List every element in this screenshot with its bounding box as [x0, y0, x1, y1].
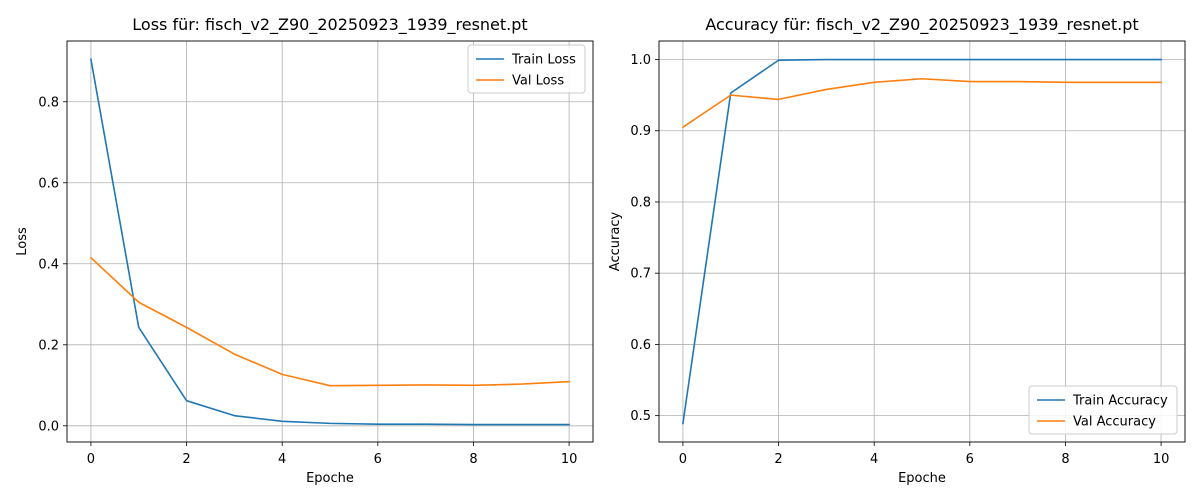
- legend-label: Val Accuracy: [1073, 415, 1156, 430]
- chart-1: 0 2 4 6 8 10 0.0 0.2 0.4 0.6 0.8 Loss für: fisch_v2…: [15, 15, 594, 486]
- y-axis-label: Loss: [15, 227, 30, 256]
- y-tick-label: 0.8: [38, 95, 59, 110]
- y-tick-label: 0.6: [38, 176, 59, 191]
- series-line-2: [681, 77, 1162, 129]
- legend-label: Train Loss: [511, 53, 576, 68]
- chart-title: Accuracy für: fisch_v2_Z90_20250923_1939…: [705, 15, 1138, 35]
- x-tick-label: 6: [966, 452, 974, 467]
- x-tick-label: 0: [679, 452, 687, 467]
- x-tick-label: 10: [561, 452, 578, 467]
- x-tick-label: 4: [278, 452, 286, 467]
- y-tick-label: 0.7: [630, 267, 651, 282]
- x-axis-label: Epoche: [306, 471, 354, 486]
- legend-label: Val Loss: [512, 74, 564, 89]
- x-tick-label: 2: [774, 452, 782, 467]
- y-tick-label: 0.6: [630, 338, 651, 353]
- chart-title: Loss für: fisch_v2_Z90_20250923_1939_res…: [132, 15, 527, 35]
- x-tick-label: 8: [469, 452, 477, 467]
- axes-frame: [658, 40, 1186, 443]
- y-tick-label: 0.0: [38, 419, 59, 434]
- x-tick-label: 2: [182, 452, 190, 467]
- axes-frame: [66, 40, 594, 443]
- legend: Train Loss Val Loss: [467, 44, 586, 94]
- x-tick-label: 6: [374, 452, 382, 467]
- y-tick-label: 1.0: [630, 53, 651, 68]
- y-tick-label: 0.2: [38, 338, 59, 353]
- series-line-1: [89, 58, 570, 426]
- legend-box: [467, 44, 586, 94]
- series-line-2: [89, 256, 570, 387]
- x-tick-label: 4: [870, 452, 878, 467]
- x-tick-label: 10: [1153, 452, 1170, 467]
- y-axis-label: Accuracy: [608, 212, 623, 272]
- legend-box: [1028, 385, 1178, 435]
- chart-2: 0 2 4 6 8 10 0.5 0.6 0.7 0.8 0.9 1.0 Accuracy für: f…: [608, 15, 1186, 486]
- y-tick-label: 0.9: [630, 124, 651, 139]
- x-tick-label: 0: [87, 452, 95, 467]
- y-tick-label: 0.4: [38, 257, 59, 272]
- legend: Train Accuracy Val Accuracy: [1028, 385, 1178, 435]
- series-line-1: [682, 58, 1162, 425]
- x-axis-label: Epoche: [898, 471, 946, 486]
- y-tick-label: 0.8: [630, 195, 651, 210]
- x-tick-label: 8: [1061, 452, 1069, 467]
- y-tick-label: 0.5: [630, 409, 651, 424]
- legend-label: Train Accuracy: [1072, 394, 1168, 409]
